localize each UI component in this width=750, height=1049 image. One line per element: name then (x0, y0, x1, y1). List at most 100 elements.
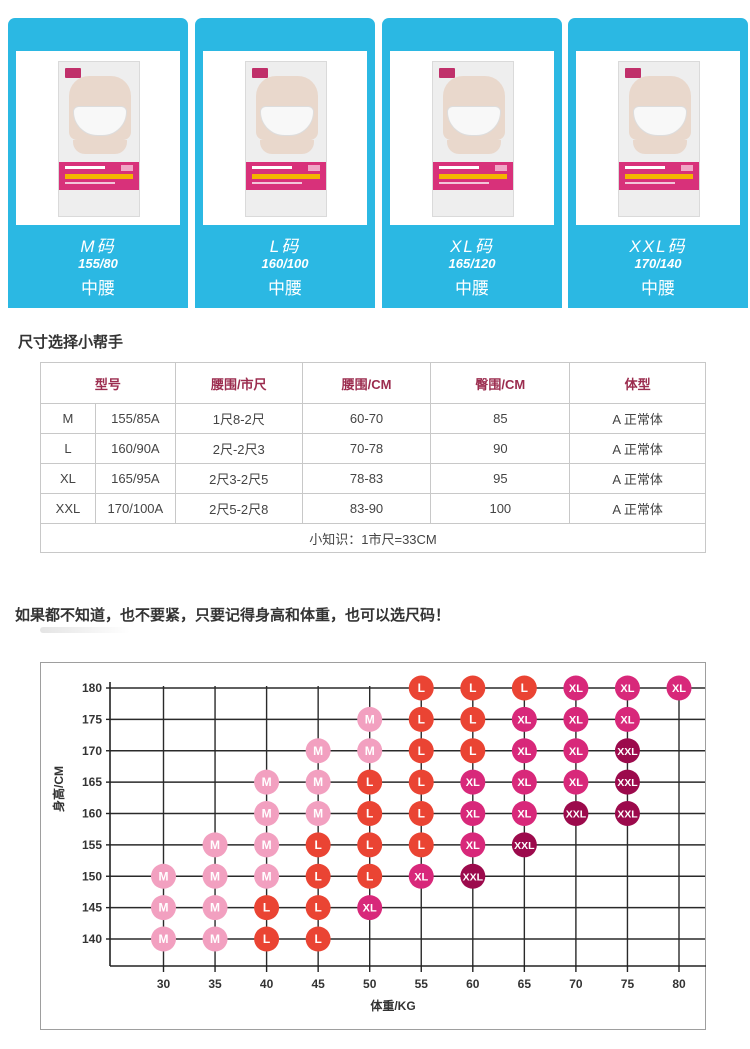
data-point (151, 863, 176, 889)
data-point (408, 832, 434, 858)
x-tick-label: 75 (621, 977, 635, 991)
data-label: L (469, 712, 476, 726)
data-label: L (418, 681, 425, 695)
product-dims: 170/140 (634, 256, 682, 271)
data-point (202, 926, 228, 952)
table-note-row: 小知识：1市尺=33CM (40, 523, 706, 553)
data-label: M (159, 932, 169, 946)
data-point (408, 738, 434, 764)
data-point (511, 832, 537, 858)
table-cell: 83-90 (301, 493, 432, 524)
data-point (460, 832, 486, 858)
data-point (666, 675, 692, 701)
y-tick-label: 180 (82, 681, 102, 695)
data-label: M (313, 807, 323, 821)
product-dims: 165/120 (448, 256, 496, 271)
tip-text: 如果都不知道，也不要紧，只要记得身高和体重，也可以选尺码！ (15, 607, 451, 624)
product-size: M码 (80, 237, 116, 256)
package-image (245, 61, 327, 217)
data-point (563, 738, 589, 764)
product-card-xxl[interactable]: XXL码 170/140 中腰 (568, 18, 748, 308)
product-photo (576, 51, 740, 225)
product-photo (203, 51, 367, 225)
table-cell: 85 (430, 403, 571, 434)
data-label: XXL (463, 871, 484, 883)
data-point (563, 706, 589, 732)
data-label: L (263, 932, 270, 946)
y-axis-title: 身高/CM (52, 766, 66, 812)
x-tick-label: 55 (415, 977, 429, 991)
x-tick-label: 35 (208, 977, 222, 991)
data-label: L (263, 901, 270, 915)
data-point (305, 863, 331, 889)
table-row: L 160/90A 2尺-2尺3 70-78 90 A 正常体 (40, 433, 706, 464)
data-point (460, 706, 486, 732)
data-point (254, 895, 280, 921)
product-cards: M码 155/80 中腰 L码 160/100 中腰 XL码 165/120 (0, 0, 750, 310)
data-point (460, 675, 486, 701)
data-point (460, 769, 486, 795)
data-point (563, 801, 589, 826)
data-point (614, 706, 640, 732)
data-point (151, 926, 176, 952)
y-tick-label: 160 (82, 807, 102, 821)
data-label: XL (569, 777, 583, 789)
product-waist: 中腰 (81, 279, 115, 298)
data-label: L (314, 932, 321, 946)
product-photo (16, 51, 180, 225)
data-point (357, 706, 383, 732)
data-label: XL (517, 777, 531, 789)
data-label: L (469, 681, 476, 695)
data-label: M (159, 869, 169, 883)
data-label: L (418, 775, 425, 789)
header-waist-chi: 腰围/市尺 (174, 362, 303, 404)
data-point (305, 801, 331, 826)
data-label: M (365, 712, 375, 726)
data-point (357, 895, 383, 921)
data-label: XL (466, 809, 480, 821)
data-label: XL (414, 871, 428, 883)
data-label: XL (517, 809, 531, 821)
table-cell: 2尺3-2尺5 (174, 463, 303, 494)
data-point (511, 675, 537, 701)
data-point (202, 832, 228, 858)
x-tick-label: 80 (672, 977, 686, 991)
data-point (357, 769, 383, 795)
product-card-l[interactable]: L码 160/100 中腰 (195, 18, 375, 308)
data-label: L (418, 744, 425, 758)
data-point (511, 801, 537, 826)
x-tick-label: 30 (157, 977, 171, 991)
data-point (305, 926, 331, 952)
data-label: L (314, 838, 321, 852)
table-cell: 2尺5-2尺8 (174, 493, 303, 524)
brand-logo (625, 68, 641, 78)
data-label: XL (569, 746, 583, 758)
data-label: L (366, 869, 373, 883)
data-label: XL (620, 683, 634, 695)
data-label: L (314, 901, 321, 915)
data-label: XL (672, 683, 686, 695)
data-label: L (314, 869, 321, 883)
data-point (305, 738, 331, 764)
data-label: M (313, 775, 323, 789)
product-waist: 中腰 (268, 279, 302, 298)
y-tick-label: 150 (82, 869, 102, 883)
data-point (202, 863, 228, 889)
product-card-xl[interactable]: XL码 165/120 中腰 (382, 18, 562, 308)
data-point (460, 801, 486, 826)
header-model: 型号 (40, 362, 176, 404)
brand-logo (65, 68, 81, 78)
product-card-m[interactable]: M码 155/80 中腰 (8, 18, 188, 308)
size-helper-title: 尺寸选择小帮手 (18, 334, 124, 351)
data-label: XL (517, 746, 531, 758)
table-cell: A 正常体 (569, 493, 706, 524)
data-label: M (262, 807, 272, 821)
table-cell: 165/95A (94, 463, 176, 494)
data-point (357, 801, 383, 826)
data-point (151, 895, 176, 921)
size-table: 型号 腰围/市尺 腰围/CM 臀围/CM 体型 M 155/85A 1尺8-2尺… (40, 362, 706, 553)
table-cell: 2尺-2尺3 (174, 433, 303, 464)
data-point (563, 769, 589, 795)
data-point (202, 895, 228, 921)
